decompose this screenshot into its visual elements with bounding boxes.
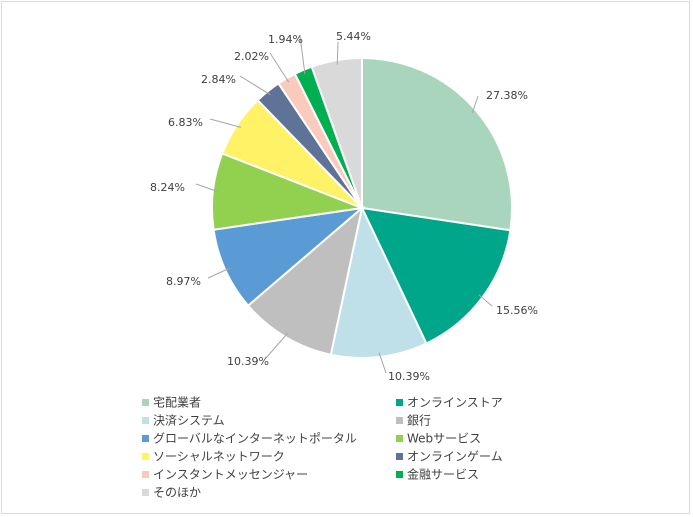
legend-swatch bbox=[142, 399, 149, 406]
pie-slice bbox=[361, 56, 513, 232]
legend-label: そのほか bbox=[153, 486, 201, 500]
data-label: 2.02% bbox=[234, 50, 269, 63]
pie-slice bbox=[246, 205, 364, 356]
data-label: 27.38% bbox=[486, 89, 528, 102]
legend-label: オンラインゲーム bbox=[407, 450, 503, 464]
data-label: 8.97% bbox=[166, 275, 201, 288]
legend-label: Webサービス bbox=[407, 432, 481, 446]
data-label: 15.56% bbox=[496, 304, 538, 317]
legend-swatch bbox=[396, 417, 403, 424]
leader-line bbox=[299, 35, 306, 75]
legend-swatch bbox=[142, 435, 149, 442]
leader-line bbox=[378, 352, 387, 374]
legend-label: 金融サービス bbox=[407, 467, 479, 482]
data-label: 5.44% bbox=[336, 30, 371, 43]
legend-label: オンラインストア bbox=[407, 396, 503, 410]
leader-line bbox=[471, 95, 479, 114]
legend-label: 銀行 bbox=[407, 414, 431, 428]
leader-line bbox=[478, 294, 493, 307]
legend-swatch bbox=[396, 435, 403, 442]
leader-line bbox=[239, 75, 271, 96]
data-label: 8.24% bbox=[150, 181, 185, 194]
legend-swatch bbox=[142, 453, 149, 460]
data-label: 6.83% bbox=[168, 116, 203, 129]
legend-swatch bbox=[396, 453, 403, 460]
pie-slice bbox=[310, 56, 363, 209]
leader-line bbox=[209, 118, 242, 128]
legend-label: グローバルなインターネットポータル bbox=[153, 432, 357, 446]
data-labels: 27.38% 15.56% 10.39% 10.39% 8.97% 8.24% 6.83% 2… bbox=[150, 30, 538, 383]
legend-swatch bbox=[142, 489, 149, 496]
data-label: 10.39% bbox=[388, 370, 430, 383]
legend-swatch bbox=[396, 399, 403, 406]
data-label: 10.39% bbox=[227, 355, 269, 368]
leader-lines bbox=[195, 35, 493, 374]
legend-label: インスタントメッセンジャー bbox=[153, 468, 308, 482]
legend-label: 決済システム bbox=[153, 413, 225, 428]
legend-swatch bbox=[142, 417, 149, 424]
legend-label: ソーシャルネットワーク bbox=[153, 450, 285, 464]
data-label: 1.94% bbox=[268, 33, 303, 46]
leader-line bbox=[207, 267, 230, 279]
data-label: 2.84% bbox=[201, 73, 236, 86]
leader-line bbox=[265, 332, 289, 359]
leader-line bbox=[195, 183, 218, 192]
legend-label: 宅配業者 bbox=[153, 395, 201, 410]
legend-swatch bbox=[396, 471, 403, 478]
pie-slices bbox=[211, 56, 513, 359]
leader-line bbox=[269, 52, 290, 83]
legend-swatch bbox=[142, 471, 149, 478]
leader-line bbox=[336, 41, 339, 65]
